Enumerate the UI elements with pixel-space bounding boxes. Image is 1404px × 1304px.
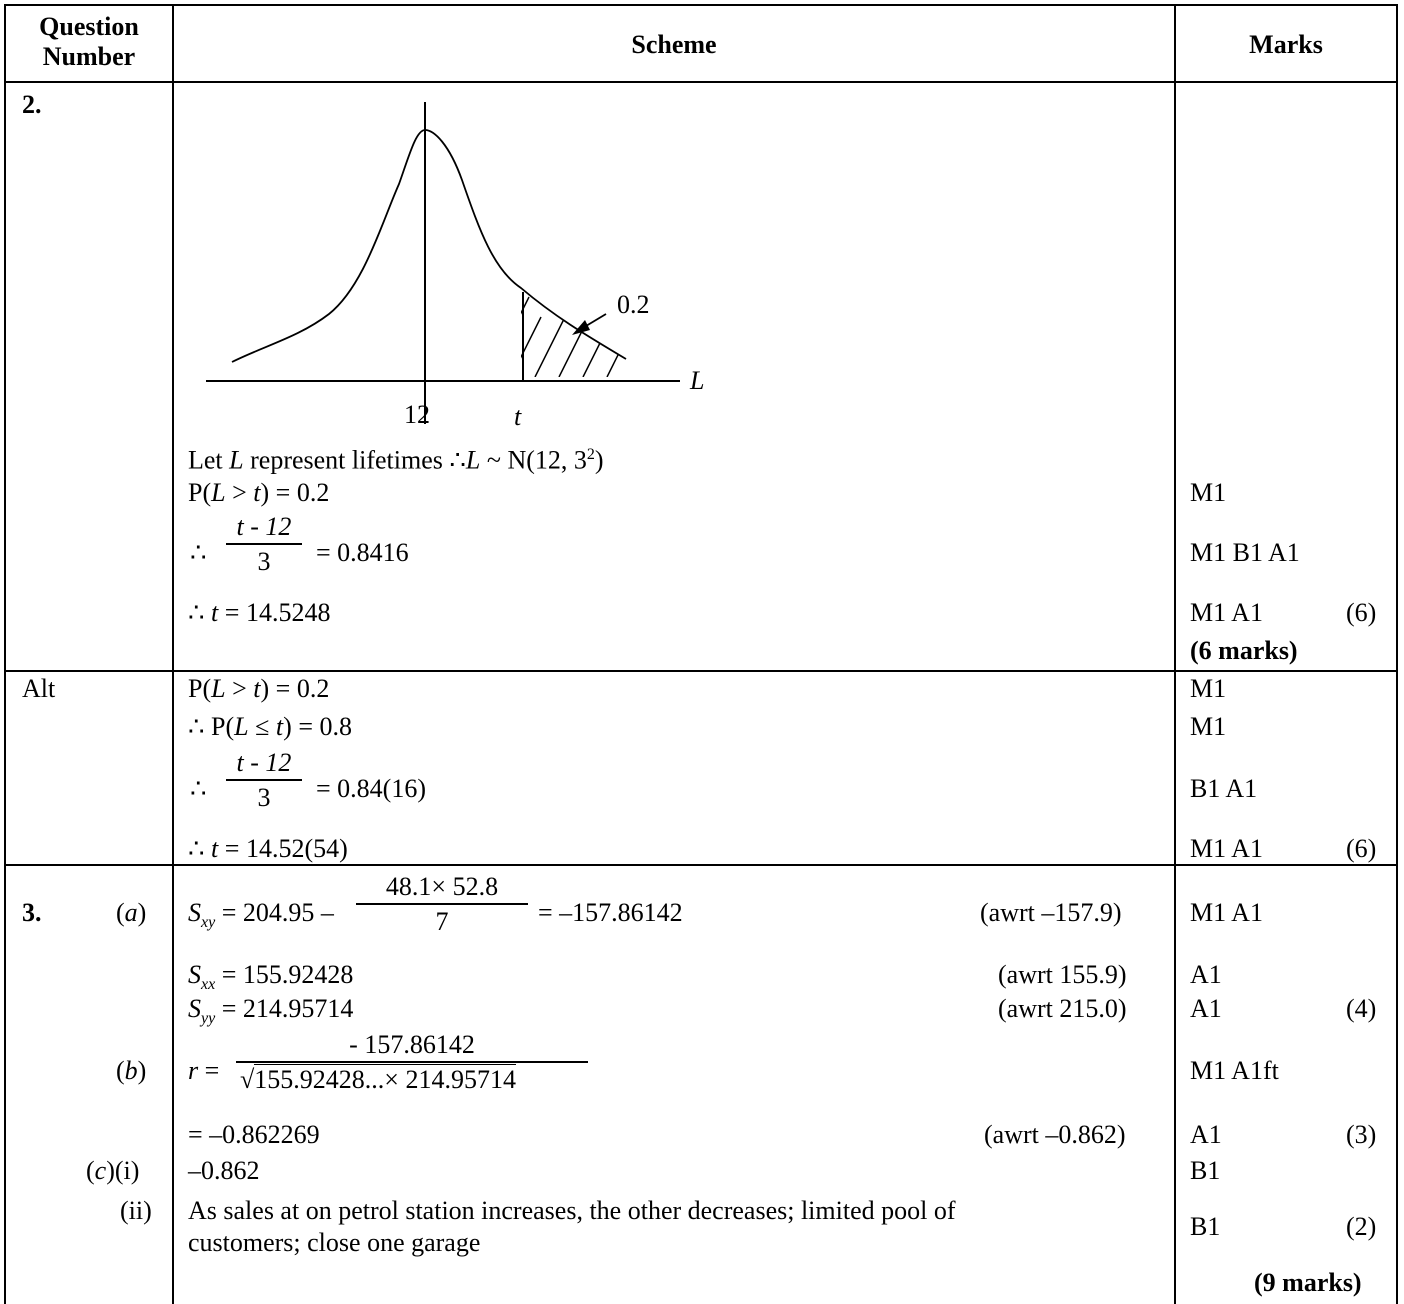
table-border-right [1396,4,1398,1304]
q2-therefore-symbol: ∴ [190,538,207,567]
syy-awrt: (awrt 215.0) [998,994,1127,1023]
ci-answer: –0.862 [188,1156,260,1185]
header-question-number: Question Number [39,12,139,71]
row-divider-alt [4,670,1398,672]
alt-therefore-symbol: ∴ [190,774,207,803]
alt-mark-2: M1 [1190,712,1227,741]
alt-line-2: ∴ P(L ≤ t) = 0.8 [188,712,352,741]
part-ii-label: (ii) [120,1196,152,1225]
header-divider [4,81,1398,83]
q3-subtotal-a: (4) [1346,994,1377,1023]
sxx-awrt: (awrt 155.9) [998,960,1127,989]
mark-scheme-table: Question Number Scheme Marks 2. [4,4,1398,1304]
alt-mark-1: M1 [1190,674,1227,703]
sxy-awrt: (awrt –157.9) [980,898,1122,927]
header-marks: Marks [1249,30,1323,59]
q3-mark-5: A1 [1190,1120,1222,1149]
part-ci-label: (c)(i) [86,1156,140,1185]
column-divider-1 [172,4,174,1304]
normal-distribution-diagram [206,102,680,424]
alt-line-1: P(L > t) = 0.2 [188,674,330,703]
q3-total: (9 marks) [1254,1268,1362,1297]
q2-line-1: Let L represent lifetimes ∴L ~ N(12, 32) [188,445,604,475]
arrow-head [572,320,590,335]
q2-mark-1: M1 [1190,478,1227,507]
q2-subtotal: (6) [1346,598,1377,627]
q3-mark-2: A1 [1190,960,1222,989]
alt-mark-3: B1 A1 [1190,774,1258,803]
q3-subtotal-c: (2) [1346,1212,1377,1241]
q2-mark-3: M1 A1 [1190,598,1263,627]
area-label: 0.2 [617,290,650,319]
table-border-left [4,4,6,1304]
ii-answer-line-1: As sales at on petrol station increases,… [188,1196,956,1225]
q2-z-value: = 0.8416 [316,538,409,567]
bell-curve [231,129,627,363]
q2-total: (6 marks) [1190,636,1298,665]
sxx-line: Sxx = 155.92428 [188,960,354,994]
part-a-label: (a) [116,898,147,927]
alt-mark-4: M1 A1 [1190,834,1263,863]
q3-mark-4: M1 A1ft [1190,1056,1279,1085]
r-value: = –0.862269 [188,1120,320,1149]
row-divider-q3 [4,864,1398,866]
q3-mark-3: A1 [1190,994,1222,1023]
syy-line: Syy = 214.95714 [188,994,354,1028]
header-scheme: Scheme [631,30,717,59]
axis-label: L [690,366,705,395]
question-number-3: 3. [22,898,42,927]
alt-subtotal: (6) [1346,834,1377,863]
q2-line-2: P(L > t) = 0.2 [188,478,330,507]
sxy-value: = –157.86142 [538,898,683,927]
q2-line-4: ∴ t = 14.5248 [188,598,331,627]
t-label: t [514,402,522,431]
q2-standardise-fraction: t - 12 3 [226,512,302,577]
sxy-fraction: 48.1× 52.8 7 [356,872,528,937]
sxy-line: Sxy = 204.95 – [188,898,334,932]
alt-label: Alt [22,674,56,703]
area-arrow [585,313,607,327]
q2-mark-2: M1 B1 A1 [1190,538,1300,567]
q3-mark-6: B1 [1190,1156,1221,1185]
q3-subtotal-b: (3) [1346,1120,1377,1149]
question-number-2: 2. [22,90,42,119]
alt-standardise-fraction: t - 12 3 [226,748,302,813]
q3-mark-7: B1 [1190,1212,1221,1241]
table-border-top [4,4,1398,6]
alt-line-4: ∴ t = 14.52(54) [188,834,348,863]
r-awrt: (awrt –0.862) [984,1120,1126,1149]
r-lhs: r = [188,1056,220,1085]
ii-answer-line-2: customers; close one garage [188,1228,481,1257]
r-fraction: - 157.86142 √155.92428...× 214.95714 [236,1030,588,1095]
part-b-label: (b) [116,1056,147,1085]
mean-label: 12 [404,400,430,429]
alt-z-value: = 0.84(16) [316,774,426,803]
q3-mark-1: M1 A1 [1190,898,1263,927]
column-divider-2 [1174,4,1176,1304]
